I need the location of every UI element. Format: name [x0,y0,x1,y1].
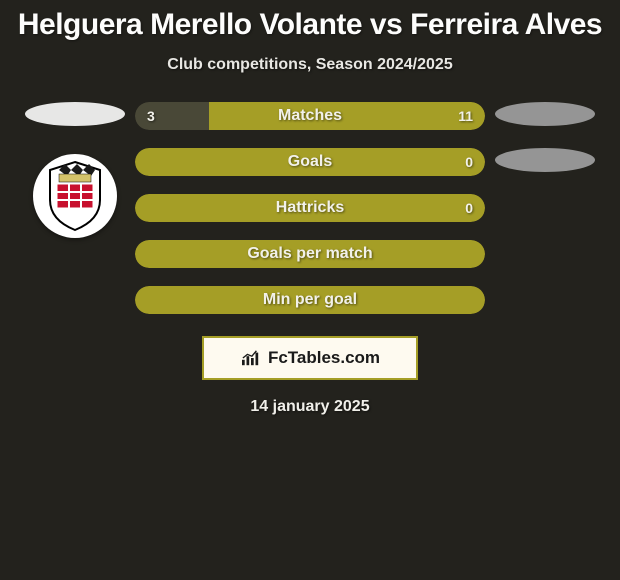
stat-bar: Matches 3 11 [135,102,485,130]
brand-text: FcTables.com [268,348,380,368]
shield-icon [45,160,105,232]
bar-label: Goals per match [247,245,372,263]
right-player-col [485,102,605,172]
bar-value-right: 0 [465,154,473,170]
main-row: Matches 3 11 Goals 0 Hattricks 0 Goals per matc… [0,102,620,314]
player-right-ellipse-2 [495,148,595,172]
bar-label: Min per goal [263,291,357,309]
stat-bar: Goals 0 [135,148,485,176]
bar-value-right: 0 [465,200,473,216]
barchart-icon [240,349,262,367]
club-badge-left [33,154,117,238]
subtitle: Club competitions, Season 2024/2025 [167,56,452,74]
date-text: 14 january 2025 [250,398,369,416]
stat-bar: Goals per match [135,240,485,268]
bar-label: Matches [278,107,342,125]
player-right-ellipse [495,102,595,126]
bar-value-right: 11 [458,108,473,124]
bar-seg-right [209,102,486,130]
bar-label: Hattricks [276,199,344,217]
stat-bar: Hattricks 0 [135,194,485,222]
stats-bars: Matches 3 11 Goals 0 Hattricks 0 Goals per matc… [135,102,485,314]
player-left-ellipse [25,102,125,126]
bar-value-left: 3 [147,108,155,124]
bar-label: Goals [288,153,332,171]
stat-bar: Min per goal [135,286,485,314]
brand-attribution: FcTables.com [202,336,418,380]
content-wrapper: Helguera Merello Volante vs Ferreira Alv… [0,0,620,580]
page-title: Helguera Merello Volante vs Ferreira Alv… [18,8,602,42]
left-player-col [15,102,135,238]
